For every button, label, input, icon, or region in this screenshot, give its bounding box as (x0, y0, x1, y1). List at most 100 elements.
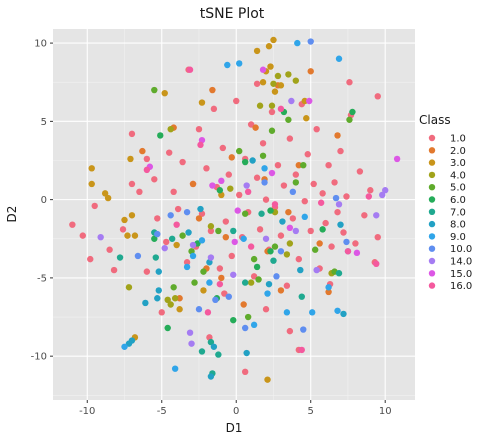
scatter-point (228, 154, 235, 161)
scatter-point (228, 252, 235, 260)
scatter-point (365, 193, 373, 200)
scatter-point (313, 266, 320, 274)
scatter-point (244, 188, 252, 196)
scatter-point (356, 168, 364, 175)
scatter-point (259, 140, 267, 147)
legend-marker (428, 282, 436, 289)
scatter-point (244, 313, 252, 321)
scatter-point (277, 248, 285, 255)
scatter-point (200, 268, 207, 275)
scatter-point (367, 187, 374, 194)
legend-label: 15.0 (450, 269, 472, 280)
scatter-point (335, 270, 343, 277)
scatter-point (301, 197, 308, 205)
scatter-point (173, 221, 180, 228)
scatter-point (240, 235, 247, 242)
scatter-point (313, 125, 320, 133)
scatter-point (328, 243, 335, 250)
scatter-point (198, 99, 206, 106)
scatter-point (259, 66, 267, 73)
scatter-point (304, 151, 311, 158)
scatter-point (227, 185, 234, 192)
scatter-point (307, 68, 314, 75)
scatter-point (253, 80, 261, 87)
scatter-point (289, 215, 297, 222)
x-axis-ticks: -10 -5 0 5 10 (79, 400, 392, 417)
scatter-point (179, 158, 186, 166)
scatter-point (306, 97, 313, 105)
scatter-point (335, 55, 343, 62)
scatter-point (139, 147, 146, 155)
scatter-point (262, 306, 270, 313)
scatter-point (250, 273, 258, 280)
scatter-point (353, 249, 361, 257)
scatter-point (189, 180, 197, 188)
scatter-point (274, 161, 282, 169)
scatter-point (221, 290, 228, 297)
scatter-point (151, 176, 158, 183)
scatter-point (231, 238, 238, 246)
scatter-point (216, 280, 224, 288)
scatter-point (186, 329, 194, 336)
scatter-point (167, 301, 174, 308)
scatter-point (374, 93, 381, 100)
scatter-point (382, 187, 389, 194)
legend: Class 1.02.03.04.0 5.06.07.0 8.09.010.0 14.… (419, 113, 472, 292)
scatter-point (236, 191, 243, 199)
scatter-point (143, 166, 151, 174)
scatter-point (286, 224, 294, 232)
scatter-point (188, 340, 195, 347)
scatter-point (210, 105, 218, 113)
scatter-point (88, 180, 95, 188)
scatter-point (207, 254, 215, 261)
scatter-point (97, 233, 104, 241)
scatter-point (311, 246, 319, 253)
scatter-point (125, 284, 133, 291)
scatter-point (258, 210, 265, 217)
scatter-point (241, 279, 249, 286)
scatter-point (277, 105, 285, 113)
scatter-point (216, 187, 224, 194)
scatter-point (241, 368, 249, 376)
scatter-point (218, 274, 225, 282)
scatter-point (286, 240, 294, 247)
legend-marker (428, 147, 436, 154)
scatter-point (332, 194, 340, 202)
scatter-point (343, 238, 350, 246)
scatter-point (253, 263, 261, 271)
scatter-point (88, 165, 95, 172)
scatter-point (134, 252, 142, 260)
scatter-point (164, 324, 171, 332)
scatter-point (316, 240, 323, 247)
legend-label: 10.0 (450, 244, 472, 255)
scatter-point (161, 89, 168, 97)
data-points (69, 36, 401, 383)
scatter-point (222, 233, 230, 241)
legend-label: 9.0 (450, 232, 466, 243)
scatter-point (198, 348, 206, 355)
scatter-point (165, 149, 173, 156)
scatter-point (279, 218, 286, 225)
scatter-point (128, 180, 136, 188)
scatter-point (189, 241, 197, 249)
scatter-point (155, 268, 162, 275)
scatter-point (373, 260, 380, 268)
scatter-point (253, 174, 261, 181)
scatter-point (167, 125, 174, 133)
scatter-point (128, 337, 136, 344)
scatter-point (268, 102, 276, 109)
scatter-point (142, 299, 149, 307)
scatter-point (247, 121, 255, 128)
scatter-point (183, 263, 191, 271)
x-tick-label: -10 (79, 406, 95, 417)
scatter-point (268, 169, 276, 177)
scatter-point (215, 227, 222, 235)
scatter-point (334, 132, 341, 139)
x-axis-label: D1 (226, 421, 243, 435)
scatter-point (171, 295, 179, 302)
legend-label: 2.0 (450, 146, 466, 157)
scatter-point (230, 227, 237, 235)
scatter-point (289, 188, 297, 196)
scatter-point (277, 287, 285, 294)
scatter-point (210, 343, 218, 350)
